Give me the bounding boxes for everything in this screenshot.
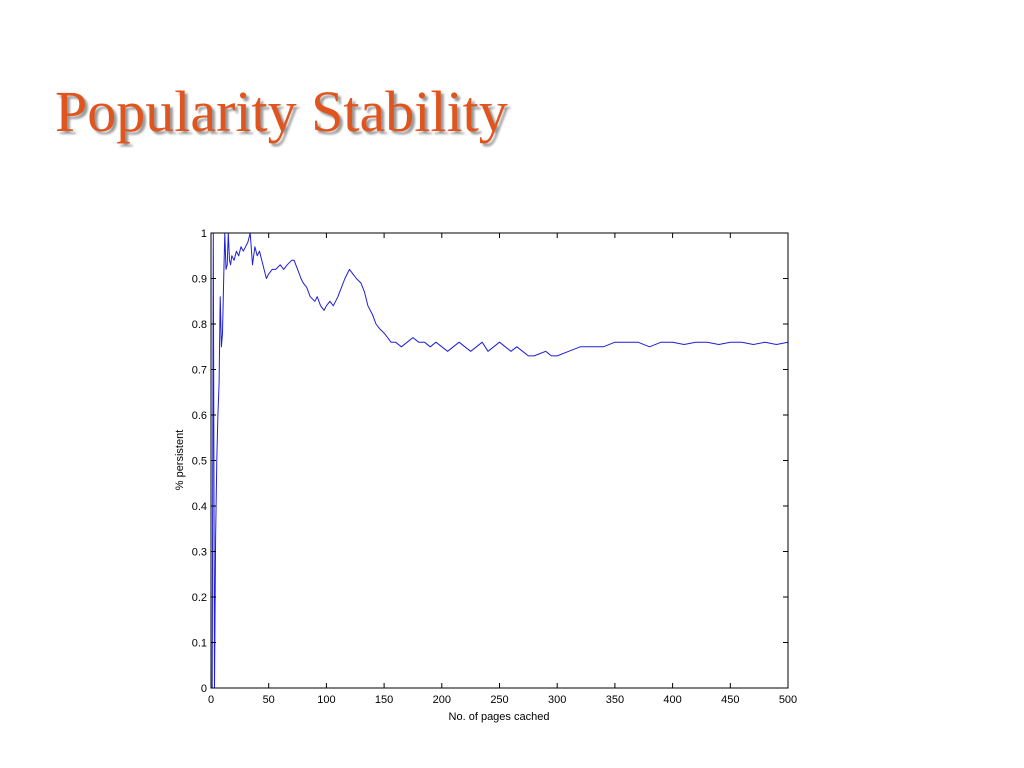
y-axis-label: % persistent [174,430,186,491]
x-tick-label: 150 [375,694,393,706]
axes-box [210,232,789,689]
x-tick-label: 450 [721,694,739,706]
y-tick-label: 0.9 [192,274,207,286]
x-tick-label: 400 [663,694,681,706]
plot-area [211,232,789,689]
x-axis-label: No. of pages cached [449,711,550,723]
y-tick-label: 0.2 [192,592,207,604]
x-tick-label: 250 [490,694,508,706]
y-tick-label: 1 [201,228,207,240]
slide-title: Popularity Stability [55,79,508,144]
axes: 0 50 100 150 200 250 300 350 400 450 500 0 0.1 0.2 0.3… [192,228,797,706]
y-tick-label: 0.6 [192,410,207,422]
x-tick-label: 100 [317,694,335,706]
series-line-0 [211,232,789,689]
y-tick-label: 0.8 [192,319,207,331]
y-tick-label: 0.5 [192,456,207,468]
x-tick-label: 300 [548,694,566,706]
y-tick-label: 0 [201,683,207,695]
x-tick-label: 0 [208,694,214,706]
y-tick-label: 0.1 [192,638,207,650]
x-tick-label: 200 [433,694,451,706]
x-tick-label: 500 [779,694,797,706]
y-tick-label: 0.3 [192,547,207,559]
x-tick-label: 50 [263,694,275,706]
y-tick-label: 0.7 [192,365,207,377]
y-tick-label: 0.4 [192,501,207,513]
x-tick-label: 350 [606,694,624,706]
